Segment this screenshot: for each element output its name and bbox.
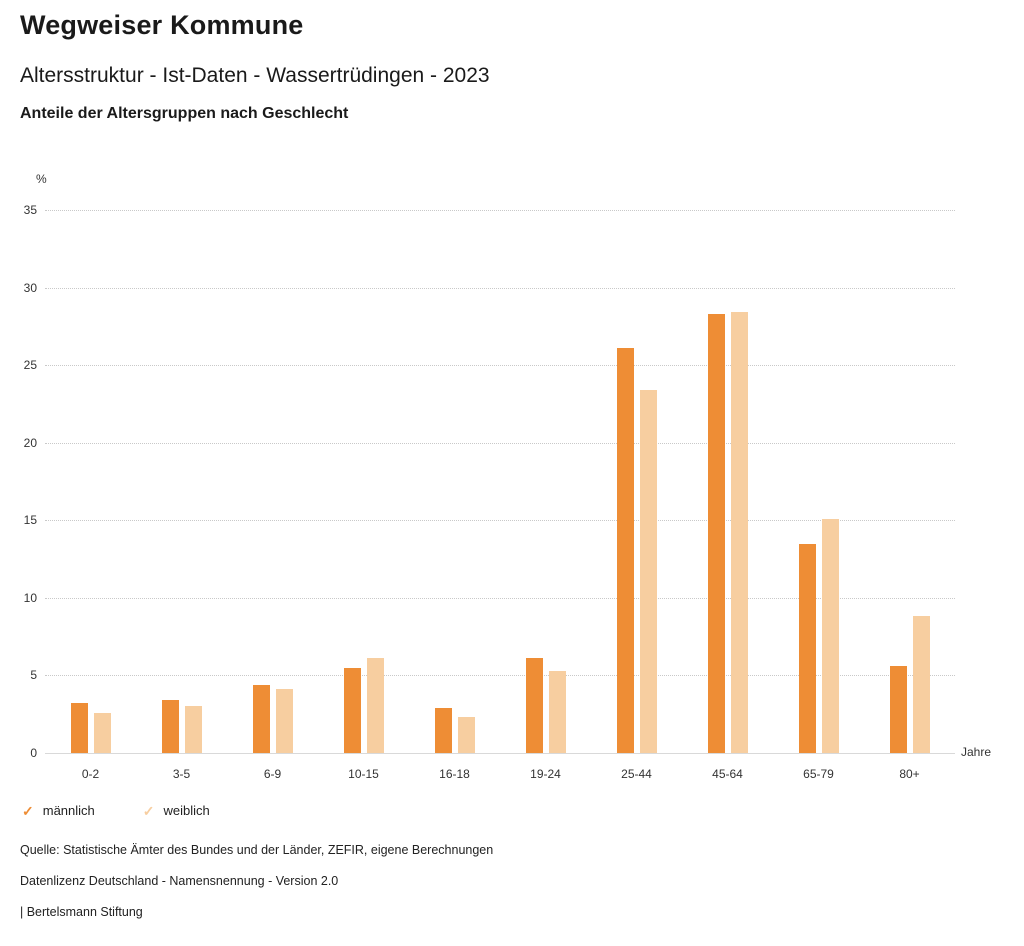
bar-männlich-19-24[interactable]	[525, 658, 543, 753]
x-tick-label-65-79: 65-79	[803, 767, 834, 781]
legend-item-maennlich[interactable]: ✓ männlich	[22, 803, 95, 818]
legend-label-maennlich: männlich	[42, 803, 95, 818]
legend-item-weiblich[interactable]: ✓ weiblich	[143, 803, 210, 818]
bar-männlich-80+[interactable]	[889, 666, 907, 753]
y-tick-label-20: 20	[23, 435, 37, 450]
gridline-35	[45, 210, 955, 211]
bar-männlich-6-9[interactable]	[252, 684, 270, 753]
bar-männlich-16-18[interactable]	[434, 708, 452, 753]
check-icon: ✓	[22, 802, 34, 819]
y-tick-label-15: 15	[23, 513, 37, 528]
gridline-10	[45, 597, 955, 599]
y-tick-label-5: 5	[30, 668, 37, 683]
bar-weiblich-45-64[interactable]	[730, 312, 748, 753]
bar-männlich-0-2[interactable]	[70, 703, 88, 753]
page-subtitle: Altersstruktur - Ist-Daten - Wassertrüdi…	[20, 64, 490, 87]
y-tick-label-30: 30	[23, 280, 37, 295]
chart-legend: ✓ männlich ✓ weiblich	[22, 803, 258, 818]
x-tick-label-16-18: 16-18	[439, 767, 470, 781]
bar-männlich-10-15[interactable]	[343, 667, 361, 753]
bar-männlich-25-44[interactable]	[616, 348, 634, 753]
x-tick-label-25-44: 25-44	[621, 767, 652, 781]
bar-weiblich-19-24[interactable]	[548, 670, 566, 753]
bar-weiblich-3-5[interactable]	[184, 706, 202, 753]
gridline-25	[45, 365, 955, 367]
bar-weiblich-0-2[interactable]	[93, 712, 111, 753]
y-tick-label-35: 35	[23, 203, 37, 217]
x-tick-label-19-24: 19-24	[530, 767, 561, 781]
bar-chart: 0 5 10 15 20 25 30 35 0-2 3-5 6-9 10-15 16-18 19-24 25…	[24, 203, 991, 781]
gridline-30	[45, 287, 955, 289]
gridline-5	[45, 675, 955, 677]
gridline-0	[45, 753, 955, 754]
bar-weiblich-80+[interactable]	[912, 616, 930, 753]
bar-weiblich-10-15[interactable]	[366, 658, 384, 753]
bar-weiblich-25-44[interactable]	[639, 389, 657, 753]
attribution-text: | Bertelsmann Stiftung	[20, 905, 143, 919]
y-tick-label-0: 0	[30, 746, 37, 760]
x-tick-label-10-15: 10-15	[348, 767, 379, 781]
gridline-15	[45, 520, 955, 522]
x-tick-label-45-64: 45-64	[712, 767, 743, 781]
page-title: Wegweiser Kommune	[20, 10, 304, 40]
bar-männlich-45-64[interactable]	[707, 313, 725, 753]
check-icon: ✓	[142, 802, 155, 819]
y-tick-label-10: 10	[23, 590, 37, 605]
x-tick-label-0-2: 0-2	[81, 767, 100, 781]
gridline-20	[45, 442, 955, 444]
bar-männlich-65-79[interactable]	[798, 543, 816, 753]
y-tick-label-25: 25	[23, 358, 37, 373]
x-axis-unit-label: Jahre	[961, 745, 992, 759]
license-text: Datenlizenz Deutschland - Namensnennung …	[20, 874, 339, 888]
chart-title: Anteile der Altersgruppen nach Geschlech…	[20, 105, 349, 122]
x-tick-label-80+: 80+	[899, 767, 920, 781]
bar-weiblich-65-79[interactable]	[821, 518, 839, 753]
bar-weiblich-16-18[interactable]	[457, 717, 475, 753]
x-tick-label-3-5: 3-5	[172, 767, 191, 781]
legend-label-weiblich: weiblich	[163, 803, 210, 818]
y-axis-unit-label: %	[36, 172, 47, 186]
bar-weiblich-6-9[interactable]	[275, 689, 293, 753]
bar-männlich-3-5[interactable]	[161, 700, 179, 753]
x-tick-label-6-9: 6-9	[263, 767, 282, 781]
source-text: Quelle: Statistische Ämter des Bundes un…	[20, 843, 494, 857]
